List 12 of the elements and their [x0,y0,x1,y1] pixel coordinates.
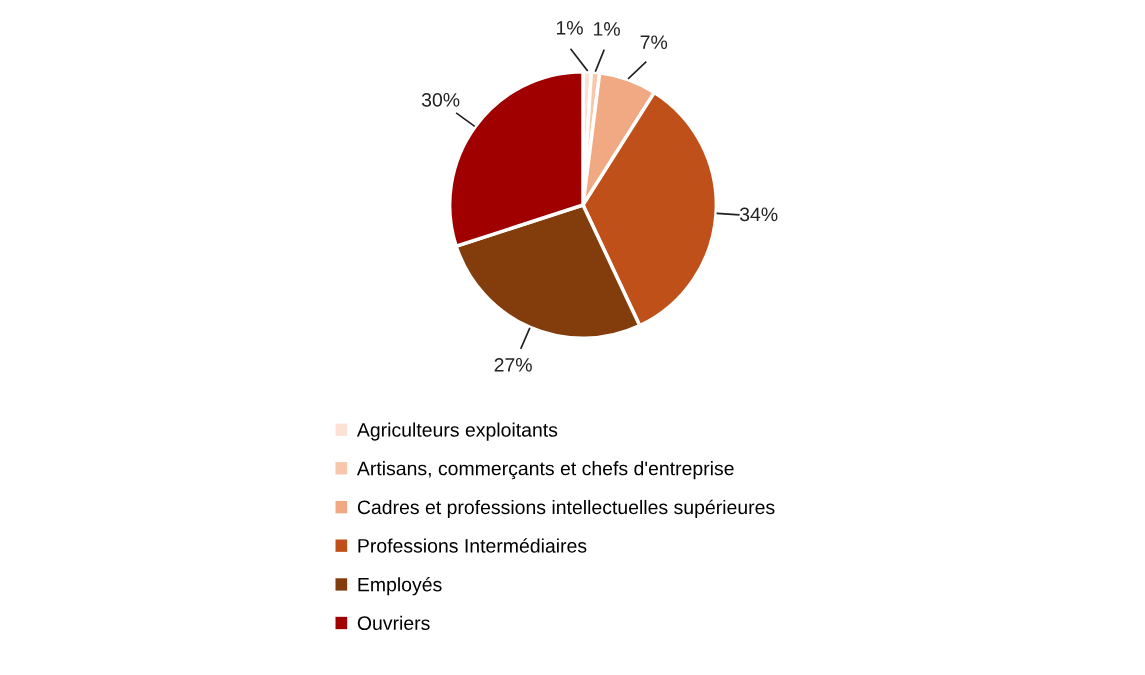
data-label: 34% [739,207,778,222]
data-label: 1% [556,21,583,35]
legend-label: Agriculteurs exploitants [356,422,558,441]
data-label: 30% [421,93,460,107]
legend-label: Professions Intermédiaires [358,538,587,553]
data-label: 7% [640,35,668,49]
data-label: 1% [594,22,620,36]
legend-label: Ouvriers [357,615,430,631]
legend-label: Artisans, commerçants et chefs d'entreprise [356,461,734,480]
data-label: 27% [494,357,532,372]
legend-label: Cadres et professions intellectuelles supérieures [357,499,775,519]
legend-label: Employés [358,576,442,596]
